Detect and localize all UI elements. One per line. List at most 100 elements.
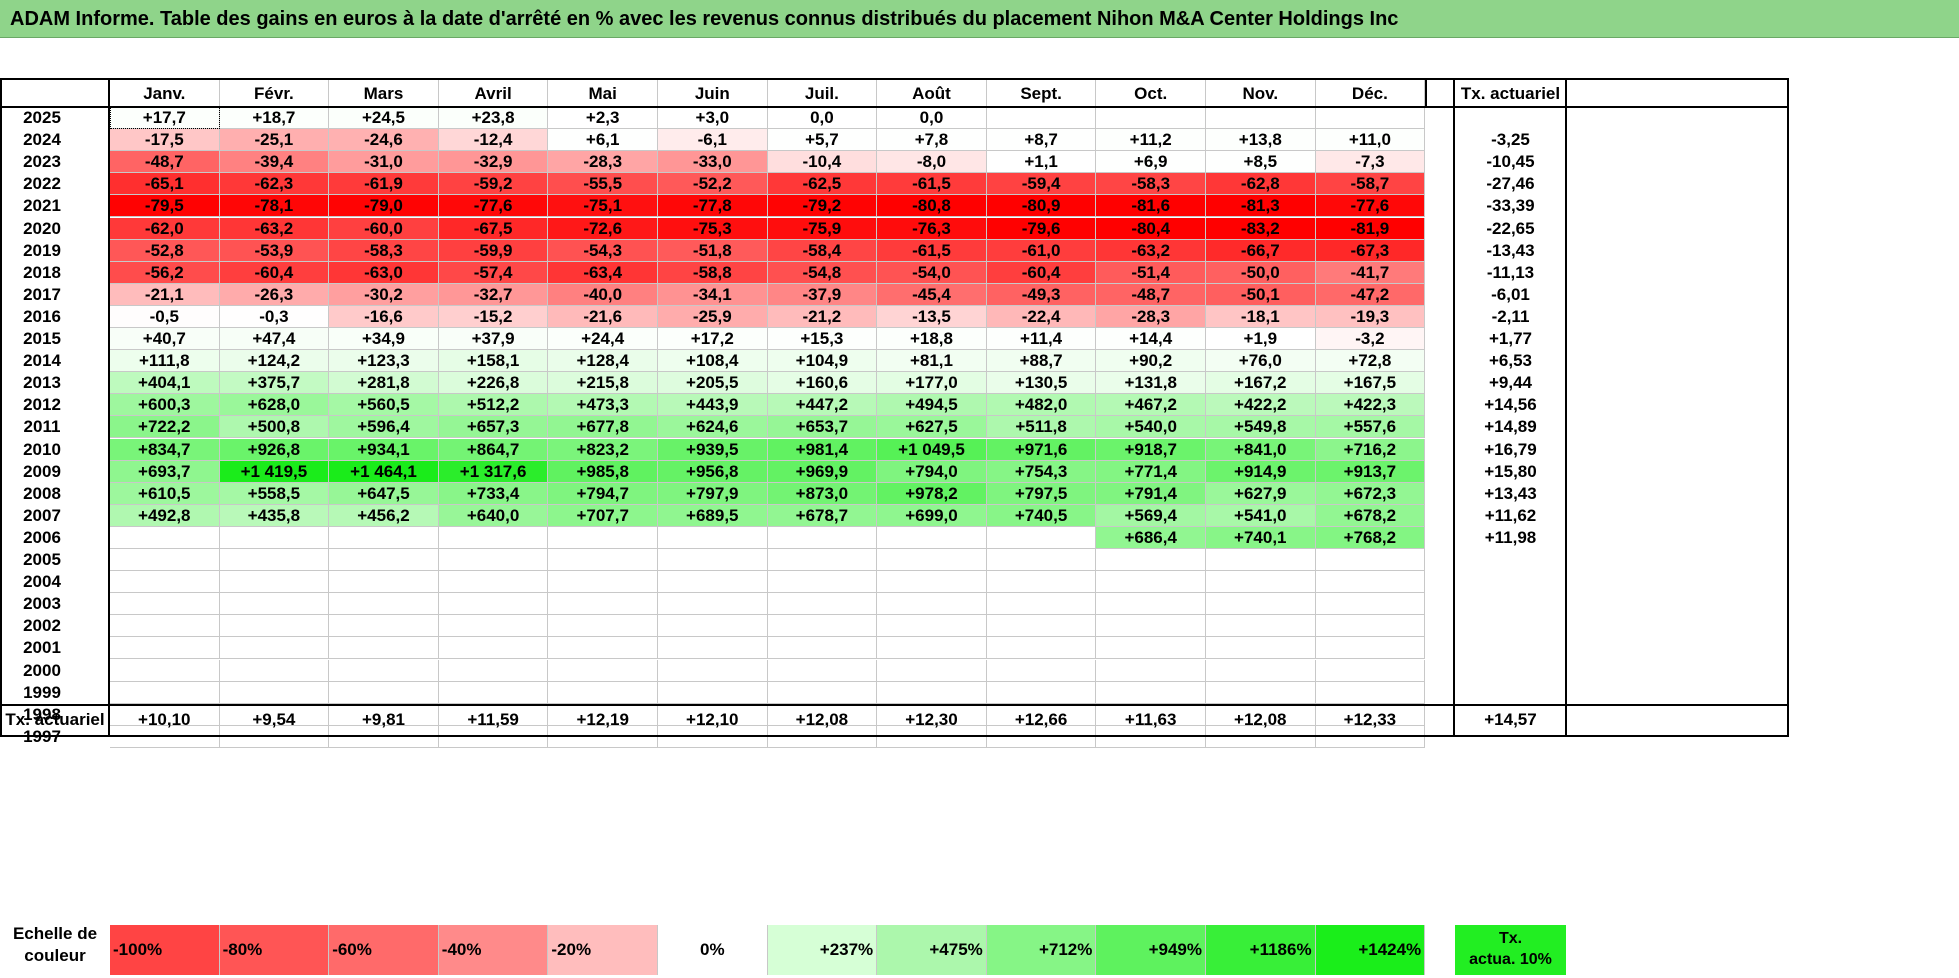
table-cell[interactable]: -31,0 bbox=[329, 151, 439, 174]
table-cell[interactable]: +981,4 bbox=[767, 438, 878, 461]
table-cell[interactable] bbox=[1206, 593, 1316, 616]
table-cell[interactable] bbox=[219, 615, 330, 638]
table-cell[interactable] bbox=[1096, 107, 1206, 130]
table-cell[interactable]: +740,1 bbox=[1206, 526, 1316, 549]
table-cell[interactable]: +128,4 bbox=[548, 350, 658, 373]
table-cell[interactable]: +40,7 bbox=[110, 328, 220, 351]
table-cell[interactable]: +5,7 bbox=[767, 129, 878, 152]
table-cell[interactable]: -81,3 bbox=[1206, 195, 1316, 218]
table-cell[interactable] bbox=[438, 593, 549, 616]
table-cell[interactable]: +422,3 bbox=[1315, 394, 1426, 417]
rate-cell[interactable]: +16,79 bbox=[1484, 439, 1537, 459]
table-cell[interactable] bbox=[1206, 549, 1316, 572]
table-cell[interactable]: +913,7 bbox=[1315, 460, 1426, 483]
table-cell[interactable]: -41,7 bbox=[1315, 261, 1426, 284]
table-cell[interactable]: +624,6 bbox=[658, 416, 768, 439]
table-cell[interactable]: -77,6 bbox=[438, 195, 549, 218]
table-cell[interactable]: +15,3 bbox=[767, 328, 878, 351]
total-cell[interactable]: +12,19 bbox=[548, 705, 658, 735]
table-cell[interactable]: -60,4 bbox=[219, 261, 330, 284]
table-cell[interactable]: +8,7 bbox=[986, 129, 1097, 152]
table-cell[interactable]: +657,3 bbox=[438, 416, 549, 439]
table-cell[interactable]: -59,2 bbox=[438, 173, 549, 196]
table-cell[interactable] bbox=[1315, 615, 1426, 638]
table-cell[interactable]: +740,5 bbox=[986, 504, 1097, 527]
table-cell[interactable] bbox=[110, 659, 220, 682]
table-cell[interactable]: +1 317,6 bbox=[438, 460, 549, 483]
table-cell[interactable]: -75,3 bbox=[658, 217, 768, 240]
table-cell[interactable]: +511,8 bbox=[986, 416, 1097, 439]
table-cell[interactable]: +540,0 bbox=[1096, 416, 1206, 439]
rate-cell[interactable]: +14,89 bbox=[1484, 417, 1537, 437]
table-cell[interactable]: +699,0 bbox=[877, 504, 987, 527]
table-cell[interactable] bbox=[329, 637, 439, 660]
table-cell[interactable]: +215,8 bbox=[548, 372, 658, 395]
table-cell[interactable] bbox=[1096, 681, 1206, 704]
table-cell[interactable]: +90,2 bbox=[1096, 350, 1206, 373]
table-cell[interactable]: +864,7 bbox=[438, 438, 549, 461]
table-cell[interactable]: +971,6 bbox=[986, 438, 1097, 461]
table-cell[interactable] bbox=[110, 549, 220, 572]
table-cell[interactable] bbox=[986, 659, 1097, 682]
rate-cell[interactable]: -22,65 bbox=[1486, 218, 1535, 238]
table-cell[interactable] bbox=[329, 659, 439, 682]
table-cell[interactable]: -81,6 bbox=[1096, 195, 1206, 218]
table-cell[interactable] bbox=[1315, 681, 1426, 704]
table-cell[interactable]: +939,5 bbox=[658, 438, 768, 461]
table-cell[interactable] bbox=[658, 637, 768, 660]
table-cell[interactable] bbox=[1206, 615, 1316, 638]
table-cell[interactable] bbox=[986, 681, 1097, 704]
table-cell[interactable] bbox=[110, 637, 220, 660]
table-cell[interactable] bbox=[548, 681, 658, 704]
rate-cell[interactable]: +13,43 bbox=[1484, 483, 1537, 503]
total-cell[interactable]: +12,08 bbox=[768, 705, 878, 735]
table-cell[interactable]: -3,2 bbox=[1315, 328, 1426, 351]
table-cell[interactable] bbox=[548, 637, 658, 660]
table-cell[interactable] bbox=[438, 549, 549, 572]
table-cell[interactable] bbox=[658, 593, 768, 616]
rate-cell[interactable]: -11,13 bbox=[1486, 262, 1535, 282]
table-cell[interactable]: -63,2 bbox=[219, 217, 330, 240]
table-cell[interactable] bbox=[658, 659, 768, 682]
table-cell[interactable]: +81,1 bbox=[877, 350, 987, 373]
table-cell[interactable]: -52,2 bbox=[658, 173, 768, 196]
table-cell[interactable]: -28,3 bbox=[548, 151, 658, 174]
table-cell[interactable] bbox=[1096, 549, 1206, 572]
table-cell[interactable]: +1 464,1 bbox=[329, 460, 439, 483]
table-cell[interactable]: +447,2 bbox=[767, 394, 878, 417]
total-cell[interactable]: +9,54 bbox=[220, 705, 330, 735]
table-cell[interactable]: +494,5 bbox=[877, 394, 987, 417]
table-cell[interactable]: -51,8 bbox=[658, 239, 768, 262]
table-cell[interactable]: +456,2 bbox=[329, 504, 439, 527]
table-cell[interactable] bbox=[548, 593, 658, 616]
rate-cell[interactable]: -10,45 bbox=[1486, 152, 1535, 172]
table-cell[interactable] bbox=[329, 571, 439, 594]
table-cell[interactable]: -48,7 bbox=[110, 151, 220, 174]
table-cell[interactable]: +969,9 bbox=[767, 460, 878, 483]
table-cell[interactable]: -32,7 bbox=[438, 283, 549, 306]
table-cell[interactable]: -63,2 bbox=[1096, 239, 1206, 262]
table-cell[interactable] bbox=[548, 549, 658, 572]
table-cell[interactable]: -55,5 bbox=[548, 173, 658, 196]
table-cell[interactable]: -49,3 bbox=[986, 283, 1097, 306]
rate-cell[interactable]: +14,56 bbox=[1484, 395, 1537, 415]
table-cell[interactable]: -80,9 bbox=[986, 195, 1097, 218]
table-cell[interactable] bbox=[658, 681, 768, 704]
table-cell[interactable] bbox=[986, 107, 1097, 130]
table-cell[interactable] bbox=[548, 571, 658, 594]
table-cell[interactable]: +3,0 bbox=[658, 107, 768, 130]
table-cell[interactable] bbox=[219, 571, 330, 594]
table-cell[interactable] bbox=[658, 526, 768, 549]
table-cell[interactable] bbox=[986, 593, 1097, 616]
total-cell[interactable]: +10,10 bbox=[110, 705, 220, 735]
table-cell[interactable]: -58,7 bbox=[1315, 173, 1426, 196]
rate-cell[interactable]: -27,46 bbox=[1486, 174, 1535, 194]
table-cell[interactable]: -45,4 bbox=[877, 283, 987, 306]
table-cell[interactable] bbox=[1206, 571, 1316, 594]
rate-cell[interactable]: -13,43 bbox=[1486, 240, 1535, 260]
table-cell[interactable]: +672,3 bbox=[1315, 482, 1426, 505]
table-cell[interactable]: +596,4 bbox=[329, 416, 439, 439]
table-cell[interactable] bbox=[767, 681, 878, 704]
table-cell[interactable]: +628,0 bbox=[219, 394, 330, 417]
table-cell[interactable]: +205,5 bbox=[658, 372, 768, 395]
